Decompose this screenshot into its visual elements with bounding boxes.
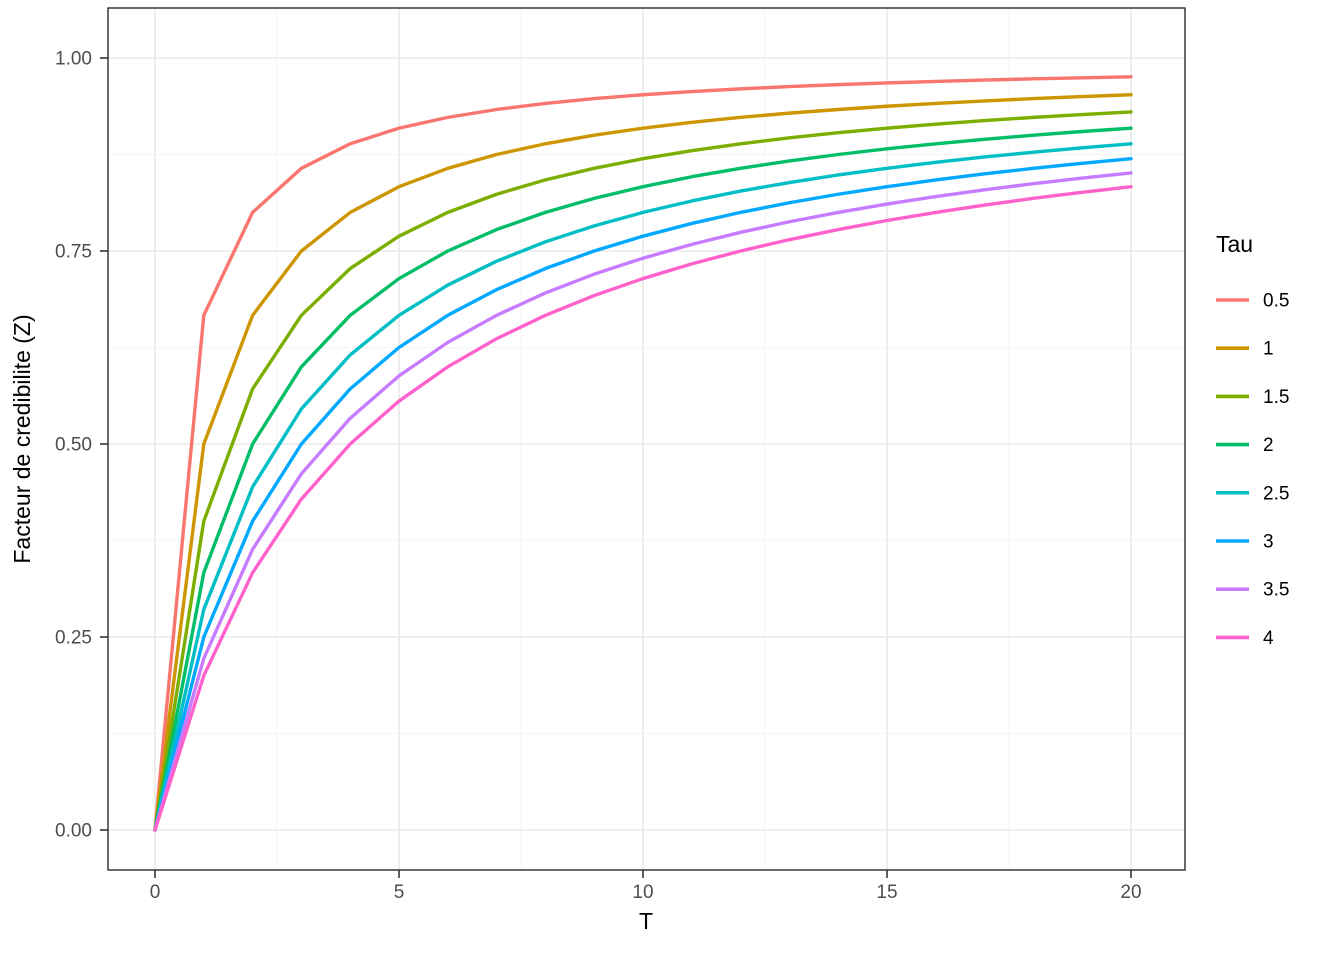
series-line-tau-2.5 — [153, 142, 1133, 832]
legend-item-tau-1.5: 1.5 — [1216, 387, 1289, 408]
legend-title: Tau — [1216, 231, 1253, 257]
y-tick-label: 0.75 — [55, 242, 92, 263]
legend-item-label: 2.5 — [1263, 483, 1289, 504]
series-line-tau-0.5 — [153, 75, 1133, 832]
legend-item-label: 1 — [1263, 339, 1274, 360]
x-tick-label: 10 — [632, 882, 653, 903]
legend: 0.5 1 1.5 2 2.5 3 3.5 4 — [1216, 291, 1289, 649]
y-axis-title: Facteur de credibilite (Z) — [9, 314, 35, 563]
y-tick-label: 0.00 — [55, 821, 92, 842]
series-line-tau-1.5 — [153, 110, 1133, 832]
series-line-tau-1 — [153, 93, 1133, 832]
legend-item-tau-0.5: 0.5 — [1216, 291, 1289, 312]
gridlines-major — [108, 8, 1185, 870]
legend-item-tau-3.5: 3.5 — [1216, 580, 1289, 601]
y-tick-label: 0.50 — [55, 435, 92, 456]
chart-series — [153, 75, 1133, 832]
legend-item-label: 0.5 — [1263, 291, 1289, 312]
legend-item-tau-3: 3 — [1216, 532, 1274, 553]
y-tick-label: 1.00 — [55, 49, 92, 70]
plot-panel — [108, 8, 1185, 870]
x-tick-label: 5 — [394, 882, 405, 903]
x-axis-title: T — [639, 908, 653, 934]
x-tick-label: 0 — [150, 882, 161, 903]
axis-tick-marks — [100, 57, 1132, 878]
legend-item-label: 3 — [1263, 532, 1274, 553]
y-tick-label: 0.25 — [55, 628, 92, 649]
series-line-tau-3.5 — [153, 171, 1133, 832]
x-axis-tick-labels: 0 5 10 15 20 — [150, 882, 1142, 903]
legend-item-tau-2: 2 — [1216, 435, 1274, 456]
x-tick-label: 20 — [1120, 882, 1141, 903]
legend-item-label: 2 — [1263, 435, 1274, 456]
legend-item-tau-4: 4 — [1216, 628, 1274, 649]
series-line-tau-4 — [153, 184, 1133, 832]
legend-item-label: 3.5 — [1263, 580, 1289, 601]
legend-item-label: 1.5 — [1263, 387, 1289, 408]
legend-item-tau-1: 1 — [1216, 339, 1274, 360]
series-line-tau-2 — [153, 126, 1133, 832]
panel-border — [107, 7, 1186, 871]
legend-item-tau-2.5: 2.5 — [1216, 483, 1289, 504]
y-axis-tick-labels: 0.00 0.25 0.50 0.75 1.00 — [55, 49, 92, 842]
series-line-tau-3 — [153, 156, 1133, 832]
legend-item-label: 4 — [1263, 628, 1274, 649]
x-tick-label: 15 — [876, 882, 897, 903]
gridlines-minor — [108, 8, 1185, 870]
